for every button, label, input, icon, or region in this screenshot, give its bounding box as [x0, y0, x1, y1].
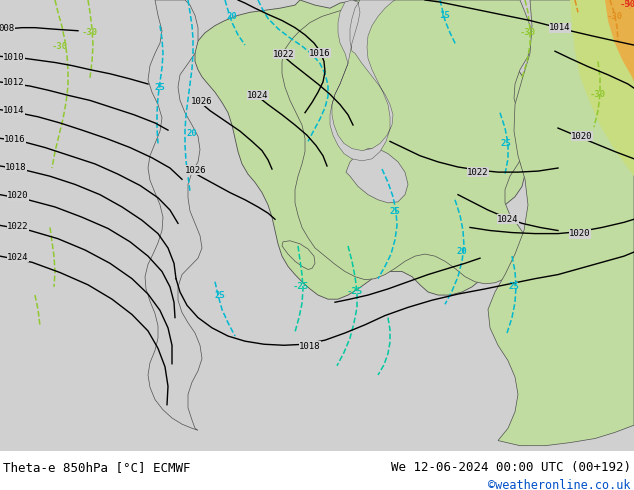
Text: 1024: 1024: [7, 253, 29, 262]
Text: 1010: 1010: [3, 53, 25, 62]
Text: 1024: 1024: [497, 215, 519, 224]
Text: -25: -25: [293, 282, 309, 292]
Text: 1022: 1022: [273, 50, 295, 59]
Text: 20: 20: [226, 12, 237, 21]
Polygon shape: [282, 241, 315, 270]
Text: 1018: 1018: [299, 342, 321, 351]
Text: Theta-e 850hPa [°C] ECMWF: Theta-e 850hPa [°C] ECMWF: [3, 462, 191, 474]
Text: 1016: 1016: [4, 135, 26, 144]
Text: 1016: 1016: [309, 49, 331, 58]
Text: 25: 25: [508, 282, 519, 292]
Polygon shape: [145, 0, 202, 430]
Polygon shape: [570, 0, 634, 176]
Text: -30: -30: [590, 90, 606, 99]
Text: 25: 25: [501, 139, 512, 148]
Text: -30: -30: [520, 28, 536, 37]
Text: 15: 15: [439, 11, 450, 20]
Text: 1012: 1012: [3, 78, 25, 88]
Text: 1026: 1026: [185, 166, 207, 174]
Text: 1022: 1022: [7, 222, 29, 231]
Text: -25: -25: [347, 288, 363, 296]
Text: 25: 25: [390, 207, 401, 216]
Polygon shape: [282, 0, 532, 284]
Text: 25: 25: [215, 291, 225, 299]
Text: 1026: 1026: [191, 97, 213, 106]
Text: -50: -50: [620, 0, 634, 9]
Text: 1014: 1014: [549, 23, 571, 32]
Text: 1020: 1020: [571, 132, 593, 141]
Text: 1024: 1024: [247, 91, 269, 100]
Text: 1020: 1020: [569, 229, 591, 238]
Polygon shape: [195, 0, 532, 299]
Text: 1018: 1018: [5, 163, 27, 172]
Text: 25: 25: [155, 83, 165, 92]
Text: 1014: 1014: [3, 106, 25, 115]
Text: 1020: 1020: [7, 191, 29, 200]
Text: 20: 20: [186, 129, 197, 138]
Text: We 12-06-2024 00:00 UTC (00+192): We 12-06-2024 00:00 UTC (00+192): [391, 462, 631, 474]
Text: -30: -30: [52, 42, 68, 50]
Text: 008: 008: [0, 24, 14, 33]
Text: -30: -30: [82, 28, 98, 37]
Polygon shape: [605, 0, 634, 82]
Polygon shape: [346, 148, 408, 203]
Text: 20: 20: [456, 246, 467, 255]
Text: -30: -30: [607, 12, 623, 21]
Polygon shape: [330, 0, 395, 161]
Polygon shape: [488, 0, 634, 446]
Text: ©weatheronline.co.uk: ©weatheronline.co.uk: [488, 479, 631, 490]
Text: 1022: 1022: [467, 168, 489, 176]
